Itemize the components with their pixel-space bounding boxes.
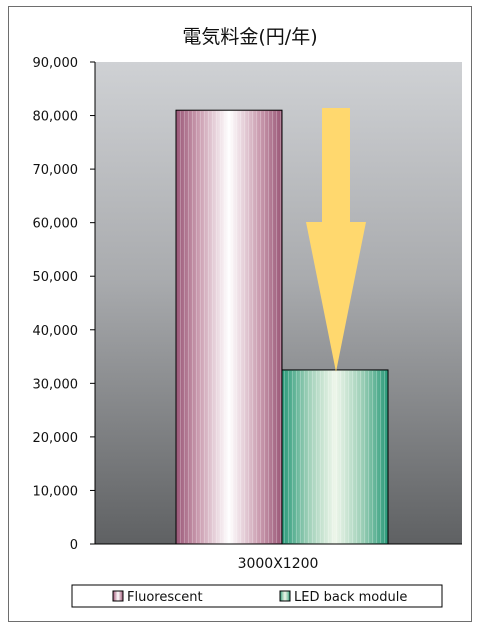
bar-led-back-module-texture bbox=[283, 370, 387, 543]
legend-swatch-led bbox=[279, 590, 291, 602]
y-tick-label: 90,000 bbox=[33, 56, 79, 71]
y-tick-label: 80,000 bbox=[33, 110, 79, 125]
legend-label-fluorescent: Fluorescent bbox=[127, 590, 203, 605]
legend-swatch-fluorescent bbox=[112, 590, 124, 602]
y-tick-label: 70,000 bbox=[33, 163, 79, 178]
y-tick-label: 0 bbox=[70, 538, 78, 553]
legend: Fluorescent LED back module bbox=[71, 584, 443, 608]
reduction-arrow bbox=[306, 108, 366, 372]
bars bbox=[175, 109, 389, 545]
y-tick-label: 30,000 bbox=[33, 377, 79, 392]
y-tick-label: 50,000 bbox=[33, 270, 79, 285]
y-tick-label: 20,000 bbox=[33, 431, 79, 446]
legend-label-led: LED back module bbox=[294, 590, 407, 605]
y-tick-label: 60,000 bbox=[33, 217, 79, 232]
y-tick-label: 40,000 bbox=[33, 324, 79, 339]
category-label: 3000X1200 bbox=[238, 556, 319, 572]
y-axis: 0 10,000 20,000 30,000 40,000 50,000 60,000 70,… bbox=[33, 56, 96, 553]
legend-box bbox=[71, 584, 443, 608]
bar-fluorescent-texture bbox=[177, 111, 281, 543]
y-tick-label: 10,000 bbox=[33, 484, 79, 499]
chart-title: 電気料金(円/年) bbox=[182, 26, 317, 48]
